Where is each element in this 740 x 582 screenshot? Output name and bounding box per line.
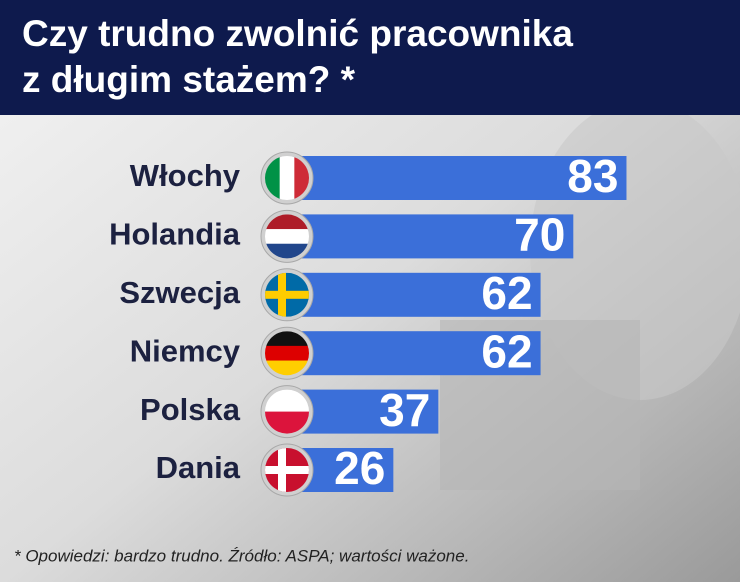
flag-stripe — [265, 331, 309, 347]
flag-cross — [265, 466, 309, 474]
flag-stripe — [279, 156, 295, 200]
flag — [265, 272, 309, 317]
category-label: Dania — [156, 450, 241, 485]
category-label: Polska — [140, 392, 241, 427]
flag — [265, 331, 309, 376]
category-label: Holandia — [109, 217, 241, 252]
flag-stripe — [265, 214, 309, 230]
value-label: 62 — [481, 267, 532, 319]
flag — [265, 156, 309, 200]
bar — [287, 331, 541, 376]
value-label: 83 — [567, 150, 618, 202]
footnote: * Opowiedzi: bardzo trudno. Źródło: ASPA… — [14, 546, 469, 565]
chart-title: z długim stażem? * — [22, 59, 356, 100]
flag-stripe — [265, 389, 309, 413]
flag — [265, 389, 309, 434]
flag-stripe — [265, 156, 281, 200]
bar — [287, 272, 541, 317]
value-label: 70 — [514, 209, 565, 261]
flag-cross — [278, 272, 286, 317]
flag-stripe — [265, 360, 309, 376]
flag — [265, 214, 309, 259]
flag-stripe — [265, 229, 309, 245]
category-label: Włochy — [130, 158, 241, 193]
flag-stripe — [265, 345, 309, 362]
flag-cross — [278, 448, 286, 492]
value-label: 26 — [334, 442, 385, 494]
flag — [265, 448, 309, 492]
bar — [287, 156, 627, 200]
category-label: Szwecja — [119, 275, 240, 310]
flag-stripe — [294, 156, 309, 200]
value-label: 62 — [481, 325, 532, 377]
flag-stripe — [265, 243, 309, 259]
flag-cross — [265, 290, 309, 299]
bar — [287, 214, 574, 259]
chart-title: Czy trudno zwolnić pracownika — [22, 13, 573, 54]
flag-stripe — [265, 411, 309, 434]
title-band — [0, 0, 740, 115]
value-label: 37 — [379, 384, 430, 436]
category-label: Niemcy — [130, 333, 241, 368]
